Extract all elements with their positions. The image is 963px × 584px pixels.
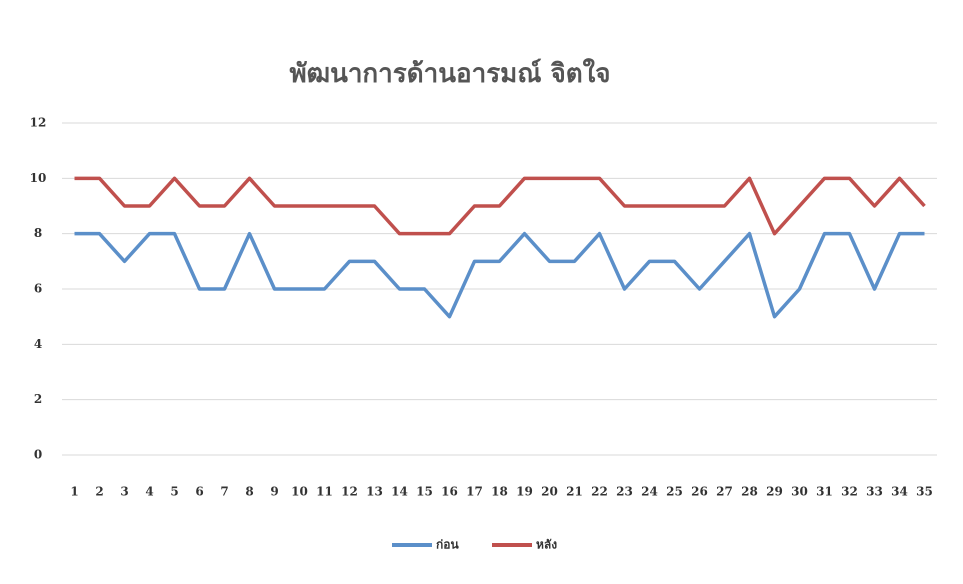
x-tick-label: 14 bbox=[391, 485, 408, 499]
x-tick-label: 4 bbox=[145, 485, 153, 499]
x-tick-label: 23 bbox=[616, 485, 633, 499]
x-tick-label: 9 bbox=[270, 485, 278, 499]
y-tick-label: 0 bbox=[34, 448, 42, 462]
y-tick-label: 4 bbox=[34, 337, 42, 351]
chart-title: พัฒนาการด้านอารมณ์ จิตใจ bbox=[289, 58, 610, 89]
x-tick-label: 16 bbox=[441, 485, 458, 499]
x-tick-label: 13 bbox=[366, 485, 383, 499]
x-tick-label: 17 bbox=[466, 485, 483, 499]
x-tick-label: 30 bbox=[791, 485, 808, 499]
legend-label: ก่อน bbox=[436, 538, 459, 552]
x-tick-label: 22 bbox=[591, 485, 608, 499]
x-tick-label: 8 bbox=[245, 485, 253, 499]
x-tick-label: 6 bbox=[195, 485, 203, 499]
x-tick-label: 11 bbox=[316, 485, 333, 499]
x-tick-label: 19 bbox=[516, 485, 533, 499]
line-series bbox=[74, 231, 925, 319]
x-tick-label: 31 bbox=[816, 485, 833, 499]
x-tick-label: 5 bbox=[170, 485, 178, 499]
x-tick-label: 20 bbox=[541, 485, 558, 499]
x-tick-label: 33 bbox=[866, 485, 883, 499]
x-tick-label: 26 bbox=[691, 485, 708, 499]
y-tick-label: 12 bbox=[30, 116, 47, 130]
y-tick-label: 10 bbox=[30, 171, 47, 185]
x-tick-label: 35 bbox=[916, 485, 933, 499]
x-tick-label: 25 bbox=[666, 485, 683, 499]
x-tick-label: 24 bbox=[641, 485, 658, 499]
x-tick-label: 10 bbox=[291, 485, 308, 499]
x-tick-label: 34 bbox=[891, 485, 908, 499]
y-tick-label: 6 bbox=[34, 282, 42, 296]
x-tick-label: 15 bbox=[416, 485, 433, 499]
x-tick-label: 28 bbox=[741, 485, 758, 499]
y-tick-label: 8 bbox=[34, 226, 42, 240]
x-tick-label: 3 bbox=[120, 485, 128, 499]
x-tick-label: 1 bbox=[70, 485, 78, 499]
line-series bbox=[74, 176, 926, 236]
y-tick-label: 2 bbox=[34, 392, 42, 406]
x-tick-label: 32 bbox=[841, 485, 858, 499]
x-tick-label: 18 bbox=[491, 485, 508, 499]
x-tick-label: 21 bbox=[566, 485, 583, 499]
x-tick-label: 27 bbox=[716, 485, 733, 499]
x-tick-label: 12 bbox=[341, 485, 358, 499]
x-tick-label: 2 bbox=[95, 485, 103, 499]
x-tick-label: 7 bbox=[220, 485, 228, 499]
x-tick-label: 29 bbox=[766, 485, 783, 499]
legend-label: หลัง bbox=[536, 538, 557, 552]
